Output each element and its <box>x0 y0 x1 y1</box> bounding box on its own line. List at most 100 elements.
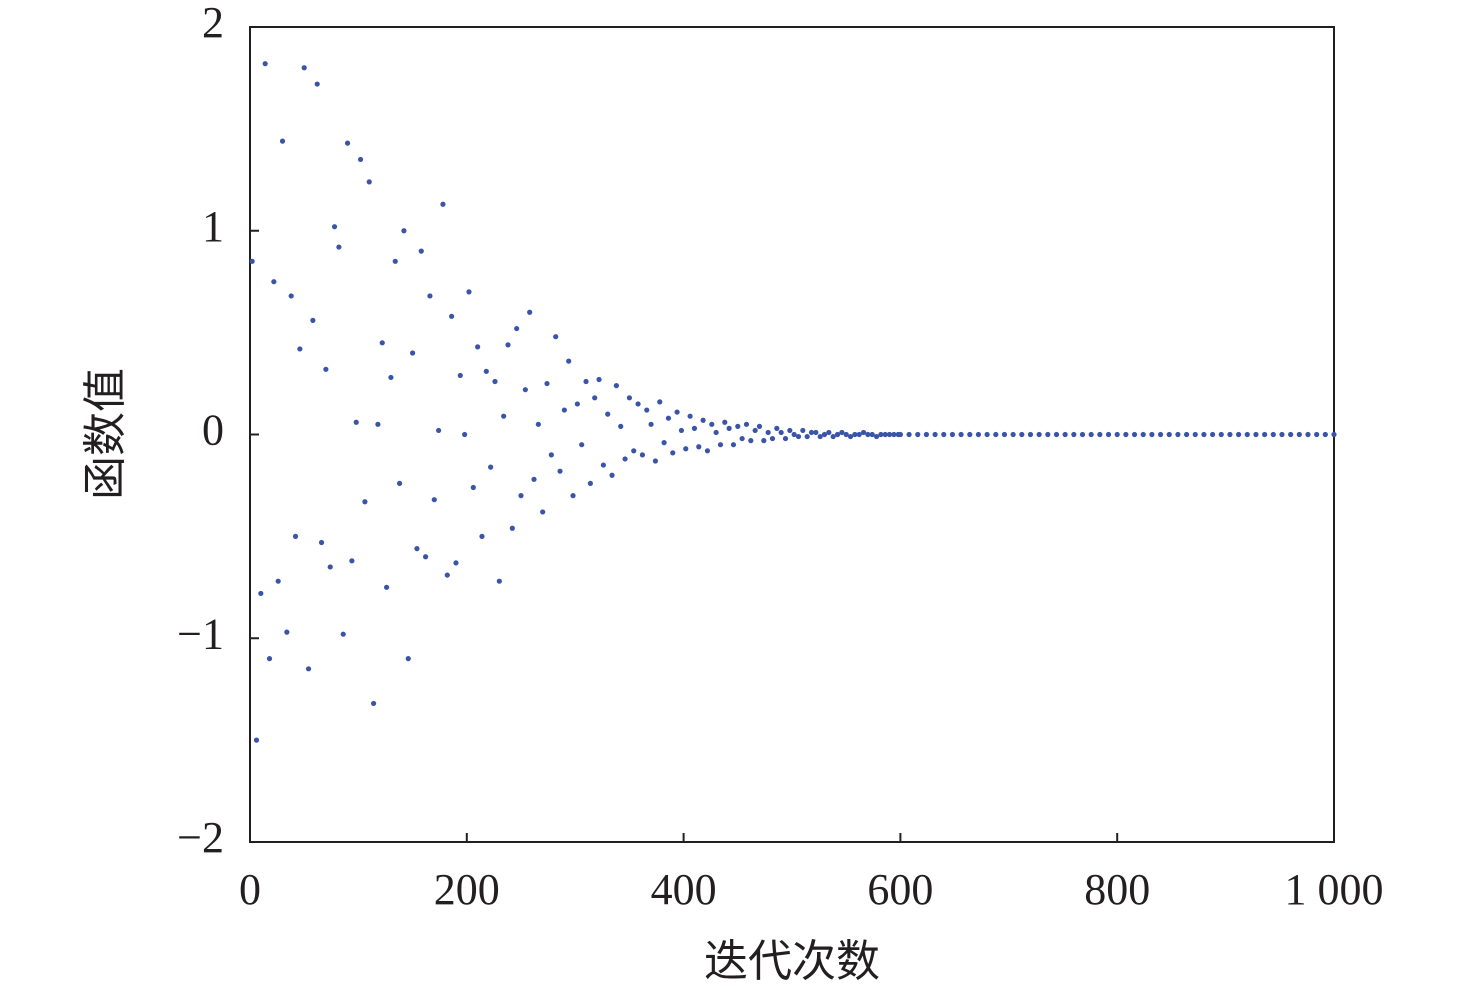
point <box>418 248 424 254</box>
point <box>444 572 450 578</box>
point <box>652 458 659 464</box>
point <box>1262 431 1268 438</box>
point <box>323 366 329 372</box>
point <box>1105 431 1112 438</box>
point <box>626 395 633 401</box>
x-tick-label: 1 000 <box>1285 865 1384 914</box>
point <box>349 558 355 564</box>
point <box>279 138 286 144</box>
point <box>496 578 502 584</box>
point <box>1322 431 1328 438</box>
point <box>787 427 793 434</box>
point <box>483 368 489 374</box>
point <box>553 334 559 340</box>
x-tick-label: 0 <box>239 865 261 914</box>
point <box>557 468 563 474</box>
point <box>700 417 706 423</box>
point <box>882 431 888 438</box>
point <box>336 244 342 250</box>
y-tick-label: 1 <box>202 202 224 251</box>
point <box>804 433 810 440</box>
point <box>605 411 611 417</box>
point <box>1149 431 1155 438</box>
point <box>362 499 368 505</box>
point <box>613 383 619 389</box>
point <box>366 179 372 185</box>
point <box>967 431 973 438</box>
y-tick-label: −2 <box>177 813 224 862</box>
point <box>535 421 541 427</box>
point <box>821 431 828 438</box>
y-tick-label: 0 <box>202 406 224 455</box>
point <box>600 462 606 468</box>
point <box>622 456 628 462</box>
point <box>1036 431 1042 438</box>
point <box>1236 431 1242 438</box>
point <box>817 433 823 440</box>
point <box>1027 431 1034 438</box>
point <box>897 431 904 438</box>
point <box>505 342 511 348</box>
point <box>1218 431 1224 438</box>
point <box>791 431 797 438</box>
point <box>878 431 884 438</box>
point <box>1166 431 1172 438</box>
point <box>670 450 676 456</box>
point <box>453 560 459 566</box>
point <box>488 464 494 470</box>
point <box>579 442 585 448</box>
point <box>288 293 294 299</box>
point <box>449 313 455 319</box>
point <box>470 484 476 491</box>
point <box>687 413 693 419</box>
point <box>752 427 758 434</box>
point <box>249 258 255 264</box>
point <box>310 317 316 323</box>
point <box>566 358 572 364</box>
point <box>253 737 260 743</box>
point <box>826 429 832 436</box>
point <box>639 452 646 458</box>
point <box>958 431 964 438</box>
point <box>522 387 528 393</box>
point <box>318 539 325 546</box>
point <box>466 289 472 295</box>
point <box>657 399 663 405</box>
point <box>631 448 637 454</box>
point <box>266 656 273 662</box>
point <box>1045 431 1051 438</box>
point <box>1079 431 1086 438</box>
point <box>691 425 698 431</box>
point <box>370 700 377 707</box>
point <box>1019 431 1025 438</box>
point <box>644 407 650 413</box>
point <box>739 435 745 442</box>
point <box>344 140 351 146</box>
point <box>735 423 741 429</box>
point <box>1209 431 1216 438</box>
point <box>1331 431 1337 438</box>
point <box>1088 431 1094 438</box>
point <box>396 480 403 486</box>
point <box>808 429 815 436</box>
point <box>1201 431 1207 438</box>
point <box>353 419 359 425</box>
point <box>1183 431 1190 438</box>
point <box>423 554 429 560</box>
point <box>709 421 715 427</box>
point <box>531 476 537 482</box>
point <box>915 431 921 438</box>
point <box>813 429 819 436</box>
point <box>683 446 689 452</box>
point <box>410 350 416 356</box>
point <box>726 425 732 431</box>
point <box>635 401 641 407</box>
point <box>1131 431 1138 438</box>
point <box>405 656 411 662</box>
point <box>774 425 780 431</box>
point <box>795 433 802 440</box>
point <box>1192 431 1198 438</box>
point <box>574 401 580 407</box>
point <box>514 325 520 332</box>
